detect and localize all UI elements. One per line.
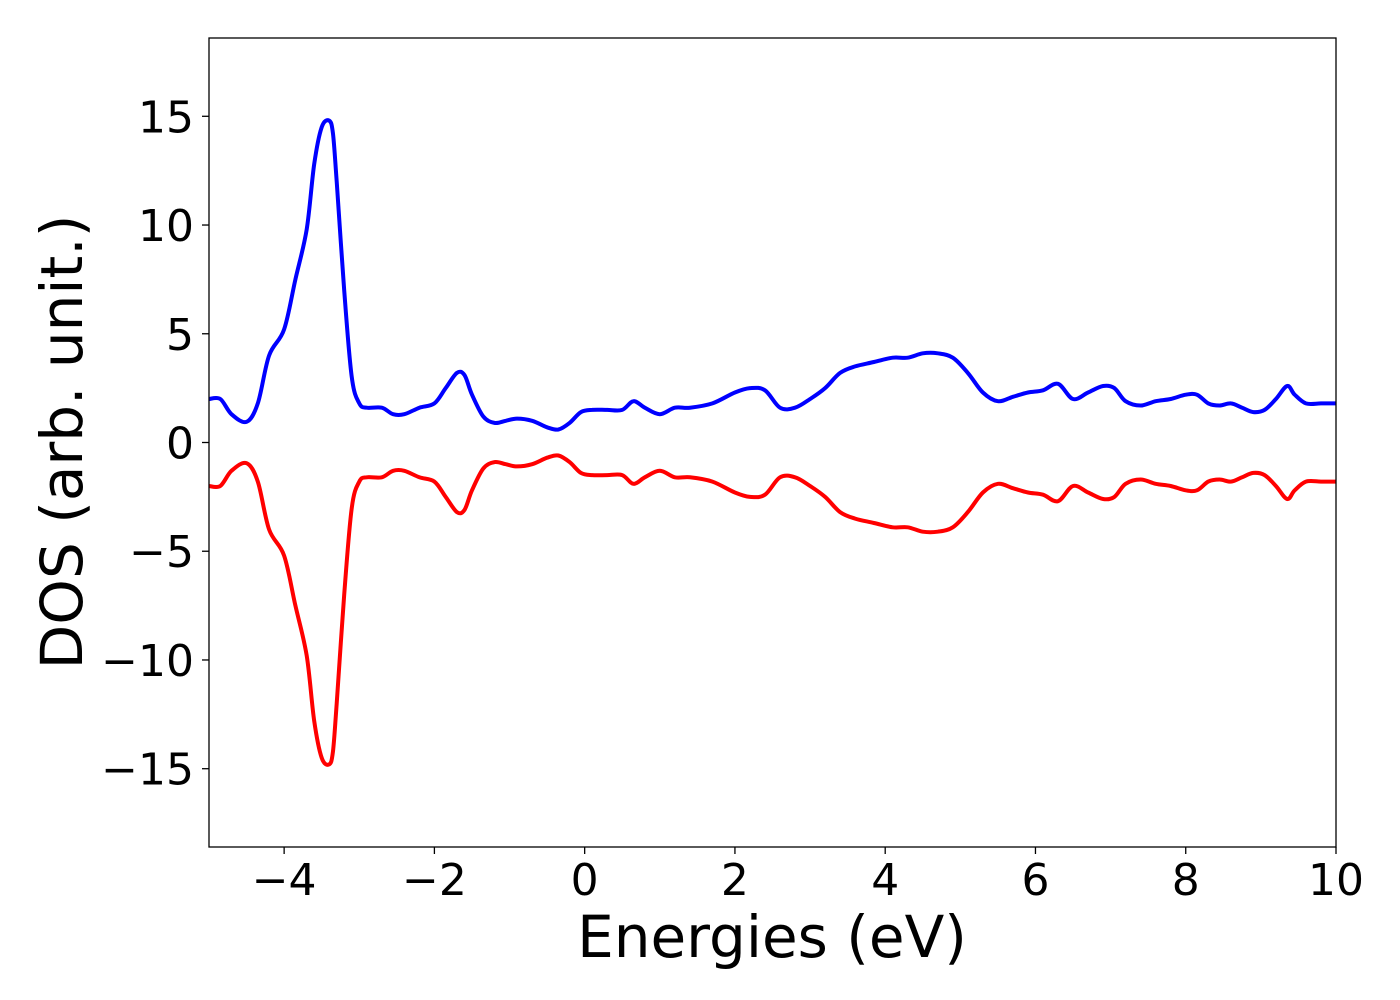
y-tick-label: 10 — [138, 201, 194, 252]
x-axis-ticks: −4 −2 0 2 4 6 8 10 — [252, 847, 1364, 906]
y-tick-label: 15 — [138, 92, 194, 143]
y-axis-label: DOS (arb. unit.) — [28, 215, 96, 670]
x-tick-label: −4 — [252, 855, 317, 906]
x-tick-label: 8 — [1172, 855, 1200, 906]
x-tick-label: 2 — [721, 855, 749, 906]
y-tick-label: −10 — [101, 636, 194, 687]
x-axis-label: Energies (eV) — [577, 903, 967, 971]
plot-frame — [208, 37, 1337, 848]
y-tick-label: 0 — [166, 419, 194, 470]
y-tick-label: −5 — [129, 527, 194, 578]
dos-curve-negative — [209, 453, 1336, 767]
dos-curve-positive — [209, 118, 1336, 432]
x-tick-label: −2 — [402, 855, 467, 906]
x-tick-label: 6 — [1021, 855, 1049, 906]
x-tick-label: 4 — [871, 855, 899, 906]
y-axis-ticks: 15 10 5 0 −5 −10 −15 — [101, 92, 209, 796]
series-layer — [209, 118, 1336, 767]
y-tick-label: −15 — [101, 745, 194, 796]
x-tick-label: 10 — [1308, 855, 1364, 906]
x-tick-label: 0 — [571, 855, 599, 906]
y-tick-label: 5 — [166, 310, 194, 361]
